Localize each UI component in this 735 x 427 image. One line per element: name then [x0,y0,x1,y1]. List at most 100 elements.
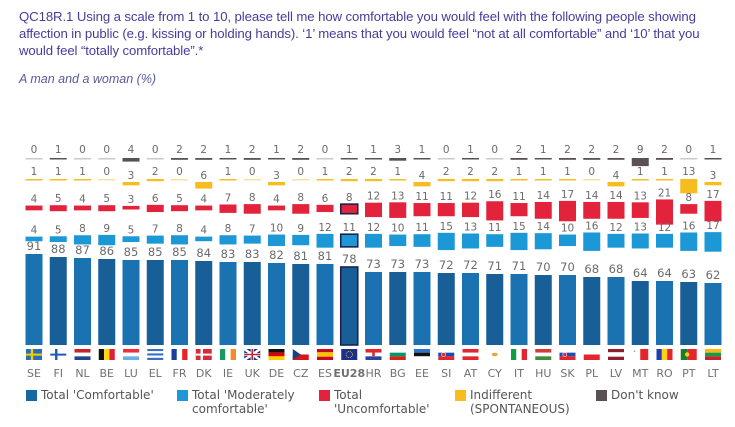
legend-label-indifferent: Indifferent (SPONTANEOUS) [470,388,570,416]
moderately-value: 11 [415,222,428,234]
indifferent-value: 3 [710,170,717,182]
legend-label-dont-know: Don't know [611,388,679,402]
flag-hu-icon [535,349,552,360]
moderately-value: 9 [297,223,304,235]
legend-swatch-comfortable [26,390,37,401]
dont-know-value: 1 [419,144,426,156]
moderately-value: 8 [225,223,232,235]
dont-know-value: 2 [176,144,183,156]
moderately-bar [243,235,261,244]
dont-know-bar [340,158,358,160]
comfortable-value: 73 [366,257,381,271]
indifferent-bar [559,179,576,181]
uncomfortable-value: 6 [152,193,159,205]
uncomfortable-bar [292,204,310,214]
indifferent-bar [98,179,116,181]
question-text: QC18R.1 Using a scale from 1 to 10, plea… [19,9,700,58]
uncomfortable-value: 21 [658,187,671,199]
comfortable-bar [98,259,116,345]
indifferent-value: 1 [516,166,523,178]
dont-know-value: 2 [613,144,620,156]
comfortable-bar [74,258,91,345]
dont-know-bar [486,158,504,160]
moderately-value: 5 [55,224,62,236]
moderately-value: 8 [176,223,183,235]
dont-know-bar [510,158,528,160]
indifferent-value: 3 [273,170,280,182]
uncomfortable-bar [510,203,528,217]
country-label: EE [415,367,429,380]
dont-know-value: 0 [322,144,329,156]
uncomfortable-value: 14 [585,190,599,202]
flag-eu28-icon [341,349,358,360]
country-label: LV [610,367,623,380]
flag-sk-icon [559,349,576,360]
indifferent-bar [631,179,649,181]
indifferent-bar [316,179,334,181]
comfortable-value: 85 [124,245,139,259]
indifferent-bar [607,182,625,187]
comfortable-value: 70 [560,260,575,274]
uncomfortable-value: 7 [225,192,232,204]
flag-lt-icon [705,349,721,360]
country-label: HR [366,367,382,380]
indifferent-bar [146,179,164,182]
dont-know-bar [25,158,43,160]
flag-lv-icon [608,349,624,360]
indifferent-bar [219,179,237,181]
uncomfortable-value: 5 [176,193,183,205]
flag-dk-icon [195,349,212,360]
indifferent-value: 1 [661,166,668,178]
moderately-value: 5 [128,224,135,236]
comfortable-bar [389,272,407,345]
moderately-bar [146,235,164,244]
comfortable-bar [680,282,698,345]
country-label: FR [173,367,187,380]
uncomfortable-value: 8 [249,192,256,204]
country-label: ES [318,367,332,380]
country-label: BE [100,367,115,380]
comfortable-bar [437,273,455,345]
indifferent-bar [680,179,698,194]
uncomfortable-bar [559,200,576,222]
moderately-value: 4 [31,225,38,237]
indifferent-bar [583,179,601,181]
moderately-value: 10 [270,223,283,235]
country-label: MT [632,367,648,380]
dont-know-value: 1 [346,144,353,156]
comfortable-bar [171,260,188,345]
uncomfortable-value: 8 [685,192,692,204]
indifferent-bar [171,179,188,181]
uncomfortable-value: 3 [128,194,135,206]
uncomfortable-value: 12 [464,191,477,203]
flag-cy-icon [486,349,503,360]
indifferent-value: 4 [613,170,620,182]
uncomfortable-bar [146,204,164,213]
comfortable-bar [25,254,43,345]
moderately-value: 7 [249,224,256,236]
dont-know-bar [49,158,67,160]
comfortable-bar [316,264,334,345]
comfortable-value: 78 [342,252,357,266]
indifferent-value: 3 [128,170,135,182]
comfortable-value: 68 [609,262,624,276]
dont-know-bar [243,158,261,160]
comfortable-bar [219,262,237,345]
uncomfortable-bar [268,205,285,211]
flag-pt-icon [680,349,697,360]
dont-know-value: 0 [103,144,110,156]
moderately-bar [534,233,552,250]
dont-know-value: 0 [443,144,450,156]
comfortable-value: 83 [245,247,260,261]
comfortable-bar [656,281,673,345]
flag-el-icon [147,349,164,360]
dont-know-value: 2 [516,144,523,156]
uncomfortable-value: 13 [391,190,404,202]
moderately-value: 9 [103,223,110,235]
dont-know-value: 1 [540,144,547,156]
dont-know-value: 1 [55,144,62,156]
indifferent-bar [656,179,673,181]
dont-know-bar [704,158,722,160]
moderately-bar [607,233,625,248]
uncomfortable-bar [74,205,91,211]
